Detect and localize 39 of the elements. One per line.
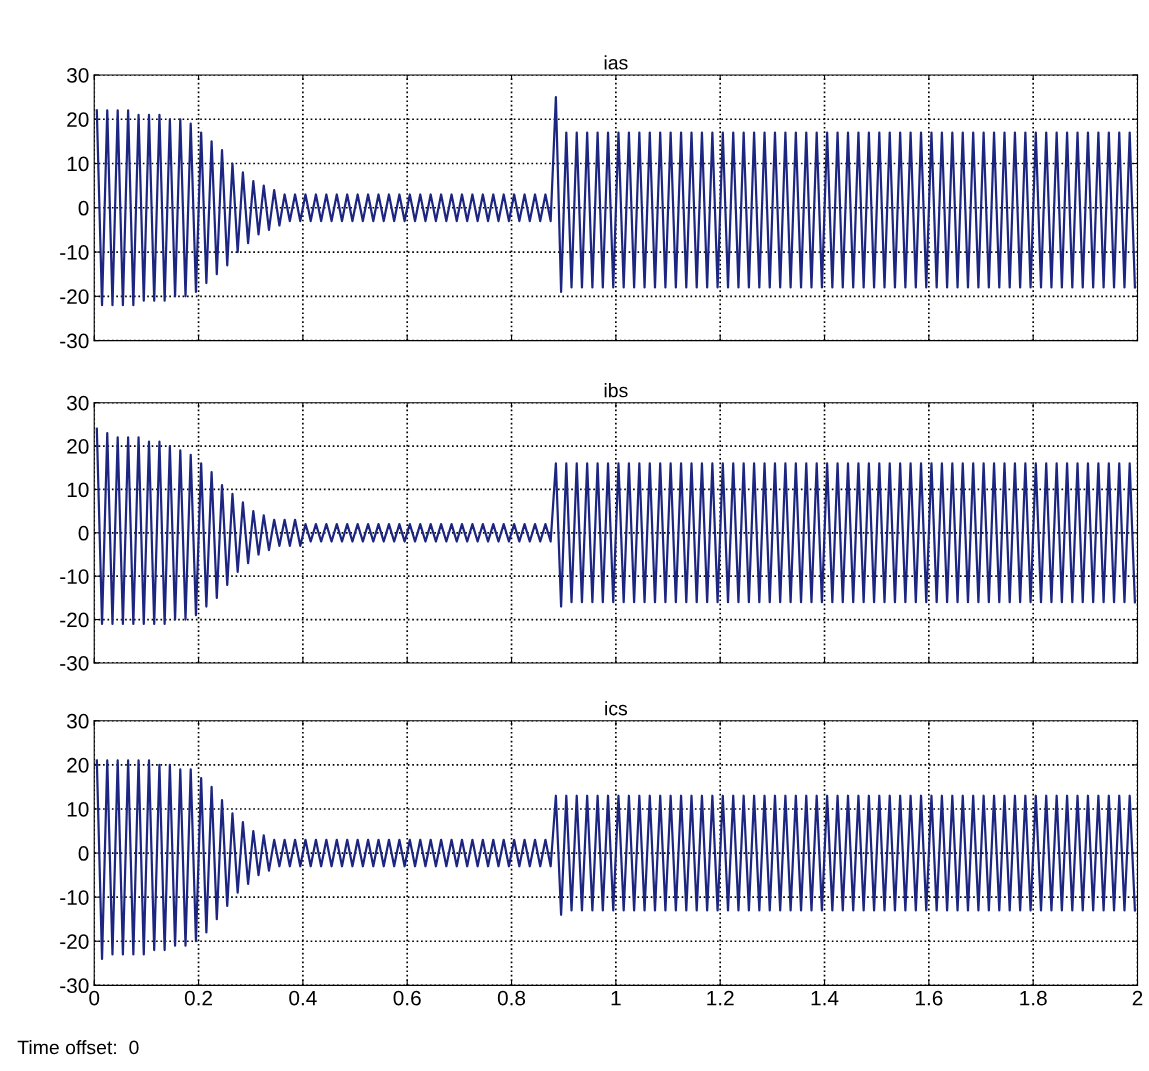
y-tick-label: 20 (67, 439, 89, 454)
line-series (95, 759, 1137, 960)
line-series (95, 95, 1137, 307)
chart-title: ics (605, 701, 628, 716)
x-tick-label: 0.4 (289, 990, 317, 1006)
x-tick-label: 0.8 (497, 990, 526, 1006)
y-tick-label: 20 (67, 112, 89, 127)
y-tick-label: -10 (60, 569, 89, 584)
y-tick-label: 20 (67, 757, 89, 773)
y-tick-label: 30 (66, 713, 89, 729)
x-tick-label: 1.6 (915, 990, 943, 1006)
x-tick-label: 0.2 (184, 990, 212, 1006)
x-tick-label: 1.4 (811, 990, 839, 1006)
y-tick-label: 10 (67, 482, 89, 498)
y-tick-label: -30 (60, 978, 89, 994)
text: Time offset: 0 (17, 1040, 139, 1055)
line-series (95, 427, 1137, 626)
chart-title: ibs (604, 383, 628, 398)
y-tick-label: -20 (60, 289, 89, 305)
y-tick-label: 0 (78, 200, 89, 216)
y-tick-label: -20 (60, 934, 89, 949)
x-tick-label: 1.8 (1020, 990, 1047, 1006)
x-tick-label: 0 (89, 990, 100, 1006)
y-tick-label: -10 (60, 245, 89, 260)
chart-title: ias (604, 55, 628, 70)
y-tick-label: 30 (66, 67, 89, 83)
y-tick-label: -20 (60, 612, 89, 628)
y-tick-label: -30 (60, 655, 89, 671)
y-tick-label: 30 (66, 395, 89, 411)
y-tick-label: 0 (78, 846, 89, 861)
y-tick-label: -30 (60, 333, 89, 349)
x-tick-label: 2 (1132, 990, 1143, 1006)
x-tick-label: 1 (611, 990, 621, 1006)
y-tick-label: 10 (67, 156, 89, 172)
y-tick-label: 0 (78, 525, 89, 541)
y-tick-label: -10 (60, 890, 89, 905)
y-tick-label: 10 (67, 801, 89, 817)
x-tick-label: 0.6 (393, 990, 421, 1006)
x-tick-label: 1.2 (707, 990, 734, 1006)
